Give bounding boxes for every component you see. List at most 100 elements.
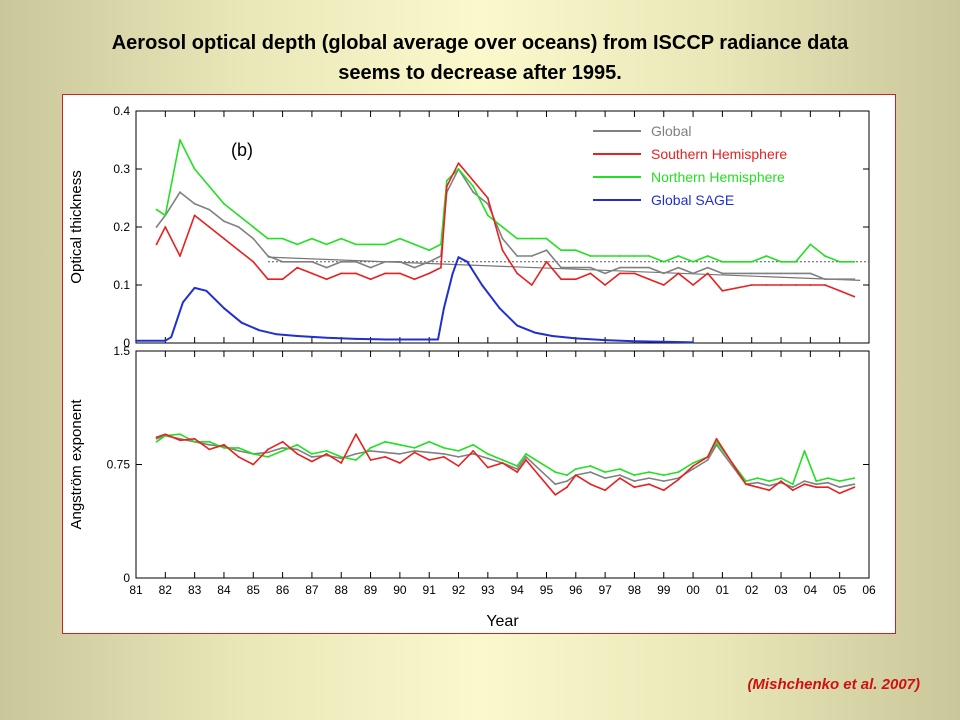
- top-point-northern-hemisphere: [530, 237, 533, 240]
- top-point-northern-hemisphere: [457, 168, 460, 170]
- bottom-point-southern-hemisphere: [803, 483, 806, 486]
- top-point-global-sage: [355, 338, 357, 340]
- top-point-southern-hemisphere: [750, 284, 753, 286]
- bottom-series-global: [156, 434, 855, 488]
- top-point-southern-hemisphere: [208, 226, 211, 228]
- top-point-northern-hemisphere: [440, 243, 442, 246]
- top-point-southern-hemisphere: [486, 197, 489, 199]
- bottom-point-global: [155, 437, 158, 440]
- panel-label: (b): [231, 140, 253, 160]
- bottom-point-southern-hemisphere: [589, 483, 592, 486]
- top-point-northern-hemisphere: [706, 255, 709, 257]
- x-tick-label: 82: [159, 583, 173, 597]
- bottom-point-global: [692, 468, 694, 470]
- top-point-global: [472, 191, 475, 194]
- bottom-point-northern-hemisphere: [281, 449, 284, 452]
- top-point-global-sage: [498, 307, 501, 310]
- bottom-point-northern-hemisphere: [768, 480, 771, 483]
- top-point-northern-hemisphere: [472, 185, 475, 188]
- bottom-point-southern-hemisphere: [554, 493, 557, 496]
- top-point-global: [369, 266, 372, 269]
- top-point-global: [765, 272, 768, 275]
- x-tick-label: 00: [686, 583, 700, 597]
- top-point-northern-hemisphere: [486, 214, 489, 217]
- bottom-point-northern-hemisphere: [267, 456, 269, 458]
- top-point-global: [193, 202, 196, 205]
- bottom-point-northern-hemisphere: [827, 477, 829, 480]
- top-point-northern-hemisphere: [296, 243, 299, 246]
- y-tick-label: 0: [123, 571, 130, 585]
- bottom-point-global: [633, 480, 636, 483]
- top-point-global: [325, 266, 328, 269]
- top-point-global-sage: [223, 307, 225, 310]
- bottom-point-northern-hemisphere: [744, 480, 747, 483]
- top-point-northern-hemisphere: [765, 255, 768, 257]
- x-tick-label: 96: [569, 583, 583, 597]
- y-tick-label: 0: [123, 336, 130, 350]
- x-axis-label: Year: [486, 613, 519, 630]
- bottom-point-northern-hemisphere: [780, 477, 782, 480]
- top-point-southern-hemisphere: [384, 272, 387, 275]
- bottom-point-southern-hemisphere: [768, 489, 771, 492]
- bottom-point-southern-hemisphere: [501, 462, 504, 464]
- bottom-point-southern-hemisphere: [237, 456, 240, 458]
- bottom-point-northern-hemisphere: [486, 453, 489, 455]
- bottom-point-global: [756, 481, 759, 484]
- bottom-point-northern-hemisphere: [756, 477, 759, 480]
- top-point-global-sage: [451, 272, 454, 275]
- top-point-southern-hemisphere: [237, 249, 240, 252]
- top-point-southern-hemisphere: [223, 237, 225, 240]
- bottom-point-global: [237, 449, 240, 452]
- top-point-southern-hemisphere: [677, 272, 680, 275]
- top-point-northern-hemisphere: [560, 249, 563, 252]
- bottom-point-southern-hemisphere: [486, 466, 489, 469]
- bottom-point-southern-hemisphere: [662, 489, 665, 492]
- top-point-southern-hemisphere: [428, 272, 431, 275]
- bottom-point-southern-hemisphere: [208, 448, 211, 451]
- top-point-southern-hemisphere: [692, 284, 694, 286]
- top-point-northern-hemisphere: [618, 255, 621, 257]
- bottom-point-southern-hemisphere: [164, 433, 167, 436]
- bottom-point-southern-hemisphere: [815, 486, 818, 489]
- bottom-point-southern-hemisphere: [791, 489, 794, 492]
- bottom-point-northern-hemisphere: [516, 465, 519, 467]
- top-point-global: [824, 278, 826, 281]
- bottom-point-global: [589, 471, 592, 473]
- top-point-northern-hemisphere: [545, 237, 548, 240]
- top-point-global: [384, 260, 387, 263]
- bottom-point-southern-hemisphere: [838, 492, 841, 495]
- x-tick-label: 98: [628, 583, 642, 597]
- top-point-northern-hemisphere: [692, 260, 694, 263]
- bottom-point-southern-hemisphere: [780, 480, 782, 483]
- top-point-northern-hemisphere: [413, 243, 416, 246]
- top-point-global: [311, 260, 313, 263]
- top-point-northern-hemisphere: [853, 260, 856, 263]
- top-point-global: [618, 266, 621, 269]
- top-point-northern-hemisphere: [398, 237, 401, 240]
- bottom-point-southern-hemisphere: [413, 451, 416, 454]
- top-point-southern-hemisphere: [252, 260, 255, 263]
- top-point-southern-hemisphere: [267, 278, 269, 281]
- bottom-point-southern-hemisphere: [296, 453, 299, 455]
- x-tick-label: 89: [364, 583, 378, 597]
- top-point-global-sage: [604, 339, 607, 341]
- top-point-northern-hemisphere: [750, 260, 753, 263]
- top-point-global: [662, 272, 665, 275]
- top-point-northern-hemisphere: [516, 237, 519, 240]
- bottom-point-global: [442, 453, 445, 455]
- bottom-point-global: [791, 486, 794, 489]
- top-point-northern-hemisphere: [633, 255, 636, 257]
- top-point-southern-hemisphere: [296, 266, 299, 269]
- bottom-point-northern-hemisphere: [853, 477, 856, 480]
- bottom-point-southern-hemisphere: [633, 486, 636, 489]
- top-point-global: [633, 266, 636, 269]
- x-tick-label: 92: [452, 583, 466, 597]
- y-axis-label-angstrom-exponent: Angström exponent: [68, 399, 85, 530]
- top-point-southern-hemisphere: [325, 278, 328, 281]
- x-tick-label: 95: [540, 583, 554, 597]
- bottom-point-southern-hemisphere: [223, 443, 225, 446]
- top-point-global: [501, 237, 504, 240]
- bottom-point-southern-hemisphere: [516, 471, 519, 473]
- slide-title-line-1: Aerosol optical depth (global average ov…: [111, 32, 849, 54]
- bottom-point-global: [768, 484, 771, 487]
